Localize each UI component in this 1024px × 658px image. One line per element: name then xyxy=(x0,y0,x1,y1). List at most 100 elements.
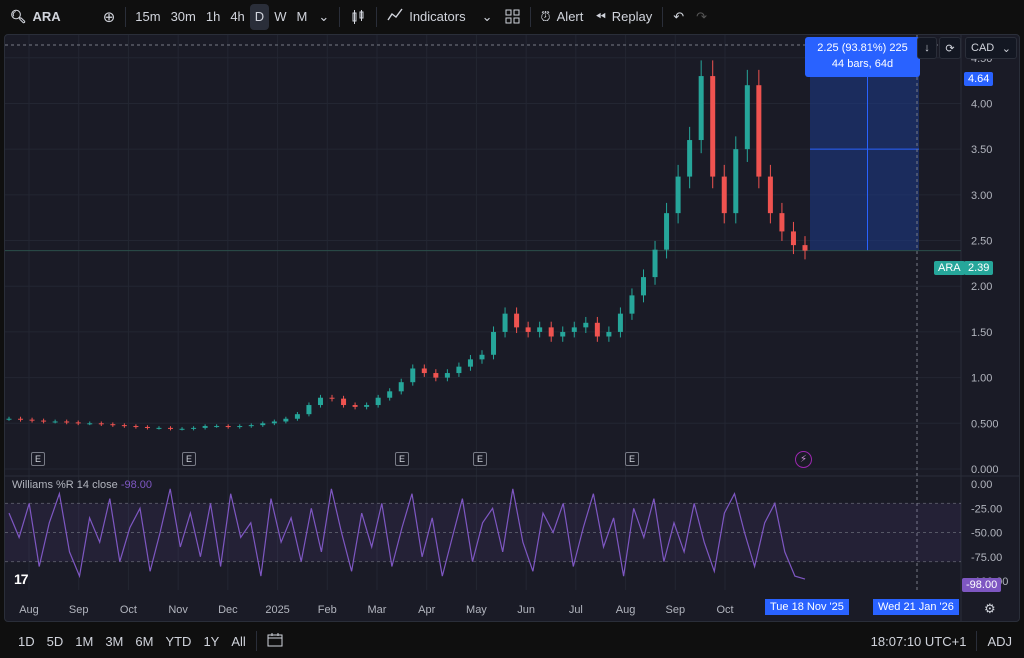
candle-body xyxy=(52,421,58,423)
candle-body xyxy=(617,313,623,332)
indicator-axis-label: -75.00 xyxy=(971,552,1002,564)
candle-body xyxy=(687,140,693,177)
divider xyxy=(376,6,378,27)
candle-body xyxy=(375,397,381,406)
candle-body xyxy=(583,322,589,328)
tradingview-logo[interactable]: 17 xyxy=(14,571,29,587)
indicators-chevron-icon[interactable]: ⌄ xyxy=(481,8,493,24)
divider xyxy=(976,631,978,651)
candle-body xyxy=(433,373,439,378)
price-axis-label: 2.50 xyxy=(971,236,992,248)
timeframe-30m[interactable]: 30m xyxy=(170,9,196,24)
candle-body xyxy=(387,391,393,398)
timeframe-4h[interactable]: 4h xyxy=(230,9,245,24)
replay-label: Replay xyxy=(611,9,653,24)
current-price-tag: 2.39 xyxy=(964,261,994,275)
range-1d[interactable]: 1D xyxy=(18,633,35,649)
layout-grid-icon[interactable] xyxy=(499,4,526,30)
candle-body xyxy=(594,322,600,337)
candle-body xyxy=(640,277,646,296)
range-3m[interactable]: 3M xyxy=(105,633,124,649)
candle-body xyxy=(629,295,635,314)
candle-body xyxy=(294,414,300,419)
candle-body xyxy=(571,327,577,332)
candle-body xyxy=(733,149,739,214)
rewind-icon: ⏪︎ xyxy=(595,8,606,24)
candle-body xyxy=(225,426,231,428)
undo-icon[interactable]: ↶ xyxy=(673,8,685,24)
indicators-button[interactable]: Indicators xyxy=(381,4,471,30)
range-1y[interactable]: 1Y xyxy=(203,633,220,649)
divider xyxy=(662,6,664,27)
candle-body xyxy=(491,331,497,355)
symbol-search[interactable]: 🔍︎ ARA xyxy=(0,4,67,30)
range-all[interactable]: All xyxy=(231,633,246,649)
candle-body xyxy=(133,426,139,428)
price-axis-label: 2.00 xyxy=(971,281,992,293)
time-axis-label: Aug xyxy=(19,604,39,616)
divider xyxy=(125,6,127,27)
range-6m[interactable]: 6M xyxy=(135,633,154,649)
candle-body xyxy=(698,76,704,141)
replay-button[interactable]: ⏪︎ Replay xyxy=(589,4,658,30)
candle-body xyxy=(467,359,473,367)
candle-type-icon[interactable] xyxy=(344,4,372,30)
alert-button[interactable]: ⏰︎ Alert xyxy=(535,4,590,30)
time-axis-label: Oct xyxy=(120,604,137,616)
indicator-legend[interactable]: Williams %R 14 close -98.00 xyxy=(12,479,152,491)
timeframe-1h[interactable]: 1h xyxy=(205,9,221,24)
clock-readout[interactable]: 18:07:10 UTC+1 xyxy=(870,633,967,649)
earnings-marker[interactable]: E xyxy=(31,452,45,466)
redo-icon[interactable]: ↷ xyxy=(696,8,708,24)
price-axis-label: 0.000 xyxy=(971,464,999,476)
timeframe-d[interactable]: D xyxy=(249,3,270,30)
candle-body xyxy=(306,405,312,415)
range-5d[interactable]: 5D xyxy=(46,633,64,649)
timeframe-15m[interactable]: 15m xyxy=(135,9,161,24)
settings-gear-icon[interactable]: ⚙︎ xyxy=(984,601,996,616)
candle-body xyxy=(18,418,24,420)
timeframe-m[interactable]: M xyxy=(296,9,308,24)
chart-area[interactable]: Aug Sep Oct Nov Dec 2025 Feb Mar Apr May Jun Jul Aug… xyxy=(4,34,1020,622)
earnings-marker[interactable]: E xyxy=(182,452,196,466)
time-axis-label: Aug xyxy=(616,604,636,616)
time-axis-label: 2025 xyxy=(265,604,289,616)
candle-body xyxy=(87,423,93,425)
candle-body xyxy=(767,176,773,214)
timeframe-chevron-icon[interactable]: ⌄ xyxy=(318,8,330,24)
earnings-marker[interactable]: E xyxy=(473,452,487,466)
adj-toggle[interactable]: ADJ xyxy=(987,633,1012,649)
candle-body xyxy=(802,245,808,251)
top-price-tag: 4.64 xyxy=(964,72,994,86)
chart-svg: Aug Sep Oct Nov Dec 2025 Feb Mar Apr May Jun Jul Aug… xyxy=(5,35,1019,621)
end-date-tag: Wed 21 Jan '26 xyxy=(873,599,959,615)
candle-body xyxy=(6,418,12,420)
calendar-icon[interactable] xyxy=(261,632,289,650)
add-symbol-icon[interactable]: ⊕ xyxy=(102,8,116,26)
candle-body xyxy=(144,426,150,428)
candle-body xyxy=(98,423,104,425)
currency-select[interactable]: CAD ⌄ xyxy=(965,37,1017,59)
range-1m[interactable]: 1M xyxy=(75,633,94,649)
bottom-toolbar: 1D 5D 1M 3M 6M YTD 1Y All 18:07:10 UTC+1… xyxy=(0,624,1024,658)
earnings-marker[interactable]: E xyxy=(625,452,639,466)
time-axis-label: Nov xyxy=(168,604,188,616)
currency-label: CAD xyxy=(971,42,995,54)
candle-body xyxy=(29,419,35,421)
earnings-marker[interactable]: E xyxy=(395,452,409,466)
candle-body xyxy=(502,313,508,332)
cursor-date-tag: Tue 18 Nov '25 xyxy=(765,599,849,615)
lightning-icon[interactable]: ⚡ xyxy=(795,451,812,468)
candle-body xyxy=(756,85,762,177)
candle-body xyxy=(168,427,174,429)
range-ytd[interactable]: YTD xyxy=(165,633,192,649)
candle-body xyxy=(444,373,450,378)
time-axis-label: Oct xyxy=(716,604,733,616)
alarm-clock-icon: ⏰︎ xyxy=(540,8,551,24)
candle-body xyxy=(41,420,47,422)
candle-body xyxy=(664,213,670,250)
indicator-name: Williams %R 14 close xyxy=(12,479,118,491)
refresh-icon[interactable]: ⟳ xyxy=(939,37,961,59)
scroll-down-icon[interactable]: ↓ xyxy=(917,37,937,59)
timeframe-w[interactable]: W xyxy=(274,9,287,24)
